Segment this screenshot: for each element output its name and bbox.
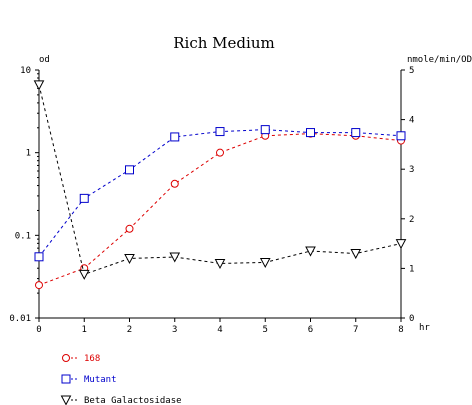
legend-item-mutant: Mutant <box>61 374 117 385</box>
series-mutant <box>34 125 406 262</box>
data-point <box>351 128 361 138</box>
series-beta-galactosidase <box>33 80 407 280</box>
y-left-tick-label: 10 <box>20 66 31 76</box>
data-point <box>170 132 180 142</box>
data-point <box>125 165 134 175</box>
legend-label: Beta Galactosidase <box>84 396 182 405</box>
data-point <box>396 131 406 141</box>
legend-item-beta-galactosidase: Beta Galactosidase <box>60 395 182 405</box>
y-left-tick-label: 0.01 <box>9 314 31 324</box>
data-point <box>35 281 43 290</box>
data-point <box>214 258 226 270</box>
x-tick-label: 3 <box>172 325 177 335</box>
legend-label: Mutant <box>84 375 117 385</box>
legend-marker <box>62 354 70 362</box>
legend: 168 Mutant Beta Galactosidase <box>60 354 182 405</box>
y-left-tick-label: 0.1 <box>15 231 31 241</box>
x-tick-label: 1 <box>82 325 87 335</box>
data-point <box>395 239 407 250</box>
data-point <box>34 252 44 262</box>
data-point <box>169 252 181 263</box>
legend-label: 168 <box>84 354 100 364</box>
y-right-tick-label: 2 <box>409 215 414 225</box>
x-tick-label: 5 <box>263 325 268 335</box>
data-point <box>78 269 90 280</box>
y-right-tick-label: 5 <box>409 66 414 76</box>
series-line <box>38 133 402 286</box>
y-right-tick-label: 0 <box>409 314 414 324</box>
data-point <box>259 257 271 269</box>
data-point <box>260 125 270 135</box>
data-point <box>33 80 45 91</box>
data-point <box>305 246 316 257</box>
y-left-tick-label: 1 <box>26 149 31 159</box>
data-point <box>306 128 315 138</box>
right-axis-label: nmole/min/OD <box>407 55 472 65</box>
y-right-tick-label: 1 <box>409 264 414 274</box>
x-tick-label: 7 <box>353 325 358 335</box>
x-tick-label: 6 <box>308 325 313 335</box>
series-layer <box>33 80 407 290</box>
data-point <box>79 193 89 203</box>
data-point <box>350 249 362 260</box>
legend-marker <box>60 395 72 405</box>
x-tick-label: 4 <box>217 325 222 335</box>
chart-title: Rich Medium <box>173 34 274 52</box>
y-right-tick-label: 3 <box>409 165 414 175</box>
left-axis-label: od <box>39 55 50 65</box>
legend-marker <box>61 374 71 384</box>
x-tick-label: 2 <box>127 325 132 335</box>
data-point <box>170 179 179 188</box>
series-line <box>38 84 402 276</box>
x-axis-label: hr <box>419 323 430 333</box>
y-right-tick-label: 4 <box>409 116 414 126</box>
data-point <box>215 127 225 137</box>
legend-item-168: 168 <box>62 354 100 364</box>
data-point <box>125 224 134 233</box>
x-tick-label: 0 <box>36 325 41 335</box>
data-point <box>124 253 135 265</box>
data-point <box>216 148 224 157</box>
x-tick-label: 8 <box>398 325 403 335</box>
